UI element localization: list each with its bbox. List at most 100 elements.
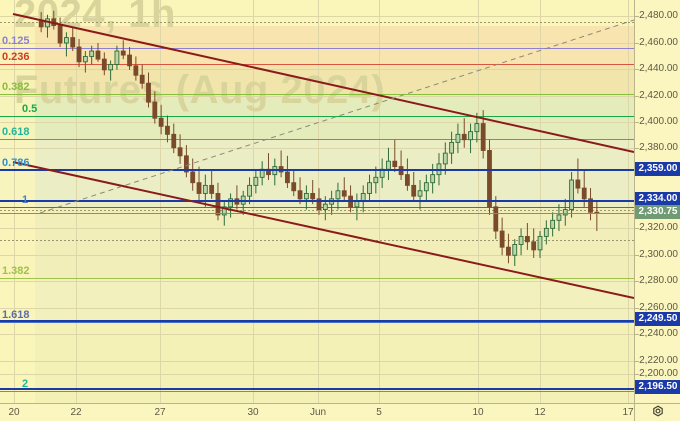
horizontal-gridline — [0, 281, 634, 282]
candle-body — [417, 190, 423, 197]
fib-label-0-382: 0.382 — [2, 81, 30, 93]
price-badge-last[interactable]: 2,330.75 — [635, 205, 680, 219]
horizontal-gridline — [0, 334, 634, 335]
price-badge-2359[interactable]: 2,359.00 — [635, 162, 680, 176]
gear-icon[interactable] — [650, 405, 666, 421]
fib-line-0-618[interactable] — [0, 139, 634, 140]
price-badge-2249[interactable]: 2,249.50 — [635, 312, 680, 326]
dotted-lower — [0, 240, 634, 241]
horizontal-gridline — [0, 374, 634, 375]
price-tick-mark — [635, 374, 639, 375]
candle-body — [303, 192, 309, 200]
candle-body — [556, 214, 562, 221]
candle-body — [183, 155, 189, 173]
time-tick-label: 17 — [622, 407, 634, 418]
trendline-upper-resistance[interactable] — [12, 13, 634, 153]
candle-body — [562, 209, 568, 216]
candle-body — [480, 123, 486, 151]
candle-body — [57, 25, 63, 44]
price-tick-mark — [635, 281, 639, 282]
time-tick-label: 10 — [472, 407, 484, 418]
candle-body — [133, 65, 139, 76]
price-tick-mark — [635, 148, 639, 149]
fib-line-1-382[interactable] — [0, 278, 634, 279]
candle-body — [461, 133, 467, 141]
trendlines-layer[interactable] — [0, 0, 634, 403]
candle-body — [253, 176, 259, 186]
fib-label-0-125: 0.125 — [2, 35, 30, 47]
candle-body — [588, 198, 593, 213]
trendline-dashed-ascending[interactable] — [39, 19, 634, 214]
price-tick-mark — [635, 255, 639, 256]
price-tick-label: 2,280.00 — [639, 275, 678, 286]
candle-body — [442, 152, 448, 165]
candle-body — [550, 219, 556, 229]
plot-area[interactable]: 2024, 1h Futures (Aug 2024) 0.125 0.236 0.… — [0, 0, 634, 403]
candle-body — [127, 54, 132, 67]
price-tick-label: 2,460.00 — [639, 37, 678, 48]
trendline-lower-support[interactable] — [12, 161, 634, 299]
horizontal-gridline — [0, 148, 634, 149]
price-tick-mark — [635, 228, 639, 229]
fib-line-1-618[interactable] — [0, 322, 634, 323]
price-tick-label: 2,400.00 — [639, 116, 678, 127]
candle-body — [38, 21, 44, 28]
time-axis[interactable]: 20 22 27 30 Jun 5 10 12 17 — [0, 403, 634, 421]
time-tick-label: 5 — [376, 407, 382, 418]
candle-body — [474, 123, 480, 133]
price-tick-label: 2,320.00 — [639, 222, 678, 233]
candle-body — [537, 235, 543, 251]
band-olive — [0, 207, 634, 278]
price-tick-label: 2,220.00 — [639, 355, 678, 366]
candle-body — [95, 50, 101, 60]
price-badge-2334[interactable]: 2,334.00 — [635, 192, 680, 206]
candle-body — [120, 50, 126, 56]
level-last[interactable] — [0, 213, 634, 214]
time-tick-label: 27 — [154, 407, 166, 418]
candle-body — [171, 133, 177, 149]
time-tick-label: Jun — [309, 407, 327, 418]
candle-body — [158, 117, 164, 127]
fib-line-0-236[interactable] — [0, 64, 634, 65]
band-top-yellow — [0, 0, 634, 26]
fib-label-1: 1 — [22, 194, 29, 206]
candle-body — [581, 187, 587, 200]
candle-body — [449, 141, 455, 154]
fib-label-0-786: 0.786 — [2, 157, 30, 169]
candle-body — [512, 244, 518, 256]
candle-body — [228, 198, 234, 208]
price-tick-label: 2,260.00 — [639, 302, 678, 313]
candle-body — [70, 37, 76, 48]
candle-body — [367, 182, 372, 194]
level-2334[interactable] — [0, 200, 634, 202]
fib-line-0-125[interactable] — [0, 48, 634, 49]
candle-body — [335, 190, 341, 200]
fib-line-0-382[interactable] — [0, 94, 634, 95]
price-badge-2196[interactable]: 2,196.50 — [635, 380, 680, 394]
candle-body — [82, 55, 88, 63]
level-2359[interactable] — [0, 169, 634, 171]
candle-body — [373, 176, 379, 184]
candle-body — [468, 131, 473, 141]
fib-line-0-5[interactable] — [0, 116, 634, 117]
candle-body — [316, 198, 322, 211]
time-tick-label: 30 — [247, 407, 259, 418]
price-tick-label: 2,200.00 — [639, 368, 678, 379]
candle-body — [455, 133, 461, 143]
price-tick-mark — [635, 43, 639, 44]
candle-body — [423, 182, 429, 192]
level-2249[interactable] — [0, 320, 634, 322]
candle-body — [108, 64, 114, 71]
candle-body — [543, 227, 549, 237]
candle-body — [101, 58, 107, 71]
level-2196[interactable] — [0, 388, 634, 390]
fib-label-1-382: 1.382 — [2, 265, 30, 277]
price-axis[interactable]: 2,480.00 2,460.00 2,440.00 2,420.00 2,400.00… — [634, 0, 680, 403]
band-peach — [0, 26, 634, 64]
fib-line-2[interactable] — [0, 391, 634, 392]
candle-body — [518, 235, 524, 245]
price-tick-label: 2,480.00 — [639, 10, 678, 21]
time-tick-label: 22 — [70, 407, 82, 418]
price-tick-mark — [635, 122, 639, 123]
